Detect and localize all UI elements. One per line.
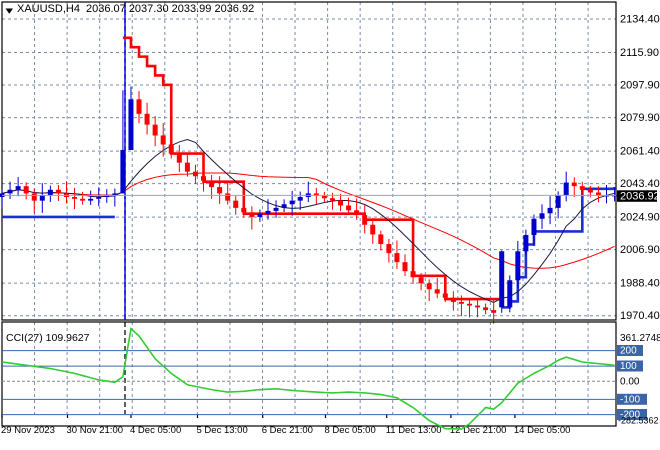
svg-text:-282.5362: -282.5362	[618, 416, 659, 426]
svg-text:30 Nov 21:00: 30 Nov 21:00	[67, 425, 124, 436]
svg-text:2036.92: 2036.92	[620, 190, 660, 202]
svg-text:-100: -100	[620, 394, 640, 405]
svg-text:2006.90: 2006.90	[620, 244, 660, 256]
svg-text:XAUUSD,H4: XAUUSD,H4	[17, 3, 80, 15]
svg-text:1988.40: 1988.40	[620, 277, 660, 289]
svg-text:361.2748: 361.2748	[620, 333, 660, 344]
svg-text:5 Dec 13:00: 5 Dec 13:00	[197, 425, 248, 436]
svg-text:11 Dec 13:00: 11 Dec 13:00	[386, 425, 442, 436]
svg-text:2079.90: 2079.90	[620, 112, 660, 124]
svg-text:2024.90: 2024.90	[620, 211, 660, 223]
svg-text:29 Nov 2023: 29 Nov 2023	[1, 425, 55, 436]
svg-text:200: 200	[620, 346, 637, 357]
svg-text:2097.90: 2097.90	[620, 79, 660, 91]
svg-text:0.00: 0.00	[620, 377, 640, 388]
svg-text:100: 100	[620, 361, 637, 372]
svg-text:CCI(27) 109.9627: CCI(27) 109.9627	[6, 332, 90, 344]
svg-text:2061.40: 2061.40	[620, 145, 660, 157]
svg-text:4 Dec 05:00: 4 Dec 05:00	[130, 425, 181, 436]
svg-text:2115.90: 2115.90	[620, 47, 659, 59]
svg-text:6 Dec 21:00: 6 Dec 21:00	[262, 425, 313, 436]
svg-text:12 Dec 21:00: 12 Dec 21:00	[450, 425, 507, 436]
svg-text:2036.07 2037.30 2033.99 2036.9: 2036.07 2037.30 2033.99 2036.92	[86, 3, 254, 15]
svg-text:2134.40: 2134.40	[620, 13, 660, 25]
svg-text:2043.40: 2043.40	[620, 178, 660, 190]
svg-text:1970.40: 1970.40	[620, 310, 660, 322]
svg-text:8 Dec 05:00: 8 Dec 05:00	[325, 425, 376, 436]
svg-text:14 Dec 05:00: 14 Dec 05:00	[514, 425, 571, 436]
